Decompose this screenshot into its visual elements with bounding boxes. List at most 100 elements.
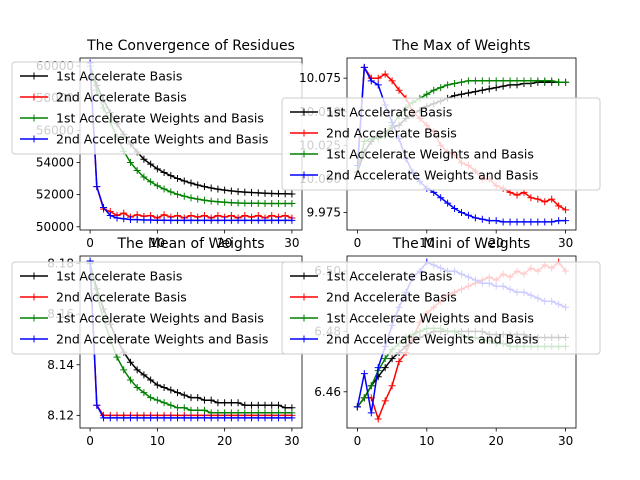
data-point [374, 74, 382, 82]
data-point [167, 188, 175, 196]
data-point [374, 415, 382, 423]
data-point [261, 199, 269, 207]
data-point [254, 414, 262, 422]
data-point [268, 216, 276, 224]
series-4 [86, 257, 296, 422]
data-point [140, 371, 148, 379]
series-4 [86, 59, 296, 224]
data-point [513, 77, 521, 85]
data-point [187, 179, 195, 187]
data-point [140, 155, 148, 163]
data-point [147, 394, 155, 402]
data-point [200, 183, 208, 191]
data-point [180, 216, 188, 224]
data-point [261, 189, 269, 197]
data-point [471, 77, 479, 85]
data-point [113, 414, 121, 422]
legend-label: 2nd Accelerate Weights and Basis [56, 332, 268, 347]
data-point [268, 190, 276, 198]
data-point [274, 414, 282, 422]
data-point [492, 84, 500, 92]
legend-label: 2nd Accelerate Weights and Basis [326, 168, 538, 183]
data-point [388, 382, 396, 390]
data-point [562, 217, 570, 225]
data-point [274, 216, 282, 224]
data-point [214, 216, 222, 224]
data-point [214, 414, 222, 422]
data-point [120, 414, 128, 422]
data-point [153, 165, 161, 173]
x-tick-label: 30 [558, 236, 573, 250]
data-point [140, 173, 148, 181]
data-point [153, 414, 161, 422]
data-point [381, 70, 389, 78]
data-point [200, 414, 208, 422]
data-point [241, 414, 249, 422]
data-point [207, 396, 215, 404]
legend: 1st Accelerate Basis 2nd Accelerate Basis… [281, 261, 601, 355]
data-point [360, 370, 368, 378]
legend-label: 1st Accelerate Basis [326, 105, 452, 120]
data-point [254, 189, 262, 197]
data-point [133, 384, 141, 392]
data-point [548, 77, 556, 85]
legend-label: 2nd Accelerate Basis [56, 290, 187, 305]
legend-marker [300, 293, 308, 301]
data-point [254, 199, 262, 207]
legend-label: 2nd Accelerate Basis [56, 90, 187, 105]
x-tick-label: 0 [354, 236, 362, 250]
data-point [534, 195, 542, 203]
data-point [180, 192, 188, 200]
legend-marker [300, 171, 308, 179]
legend-marker [30, 135, 38, 143]
data-point [485, 85, 493, 93]
data-point [153, 381, 161, 389]
data-point [388, 355, 396, 363]
data-point [194, 195, 202, 203]
data-point [464, 211, 472, 219]
data-point [241, 199, 249, 207]
data-point [167, 216, 175, 224]
data-point [520, 218, 528, 226]
legend-marker [30, 114, 38, 122]
data-point [381, 355, 389, 363]
data-point [381, 364, 389, 372]
data-point [444, 81, 452, 89]
subplot-2: 01020309.97510.00010.02510.05010.075The … [281, 38, 601, 250]
data-point [227, 399, 235, 407]
data-point [160, 185, 168, 193]
data-point [430, 86, 438, 94]
data-point [534, 218, 542, 226]
legend-label: 1st Accelerate Weights and Basis [56, 311, 264, 326]
data-point [288, 216, 296, 224]
data-point [200, 216, 208, 224]
x-tick-label: 30 [284, 434, 299, 448]
data-point [241, 216, 249, 224]
data-point [221, 198, 229, 206]
data-point [288, 199, 296, 207]
data-point [274, 401, 282, 409]
data-point [520, 77, 528, 85]
chart-title: The Mini of Weights [392, 236, 531, 252]
data-point [288, 414, 296, 422]
data-point [234, 199, 242, 207]
data-point [471, 88, 479, 96]
data-point [562, 78, 570, 86]
data-point [221, 186, 229, 194]
data-point [281, 190, 289, 198]
legend-marker [30, 72, 38, 80]
legend-label: 1st Accelerate Basis [326, 269, 452, 284]
data-point [464, 89, 472, 97]
legend: 1st Accelerate Basis 2nd Accelerate Basis… [11, 61, 303, 155]
data-point [274, 190, 282, 198]
legend-marker [30, 272, 38, 280]
y-tick-label: 54000 [36, 155, 74, 169]
data-point [221, 399, 229, 407]
data-point [207, 216, 215, 224]
data-point [200, 406, 208, 414]
data-point [261, 216, 269, 224]
legend-marker [30, 314, 38, 322]
data-point [478, 86, 486, 94]
